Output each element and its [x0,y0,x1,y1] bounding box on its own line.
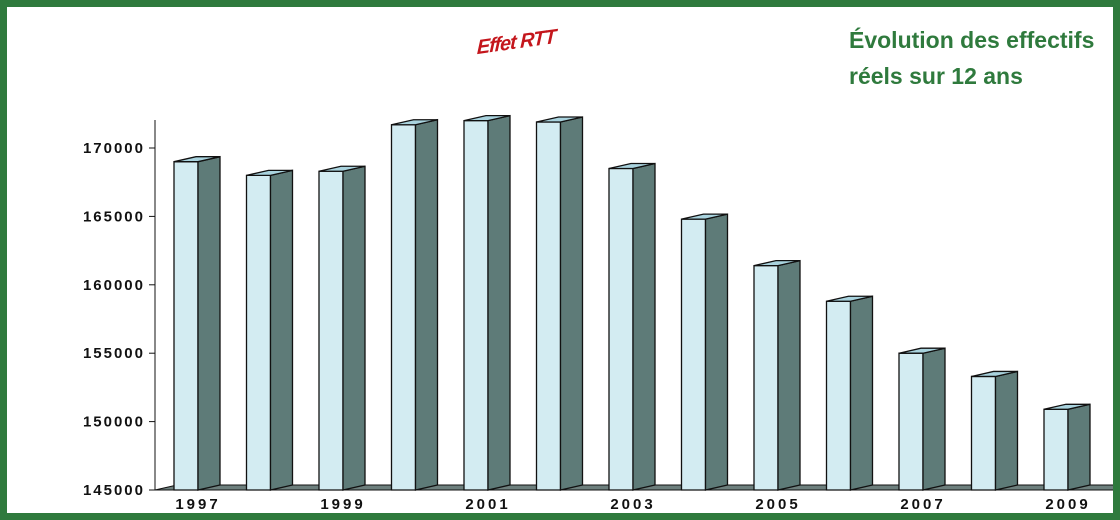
x-tick-label: 1999 [320,496,365,513]
bar-front [173,161,199,491]
bar-front [535,121,562,491]
bar-2005 [753,259,801,491]
x-tick-label: 1997 [175,496,220,513]
chart-title-line-2: réels sur 12 ans [849,63,1023,89]
bar-2009 [1043,403,1091,491]
bar-side [922,347,946,491]
chart-title-line-1: Évolution des effectifs [849,27,1095,53]
bar-top [173,156,221,163]
y-tick-label: 160000 [83,277,145,294]
bar-front [970,375,997,491]
bar-2002 [535,116,584,491]
bar-top [246,169,293,177]
y-tick-label: 150000 [83,414,145,431]
bar-front [680,218,707,491]
bar-side [197,155,221,491]
bar-top [753,259,801,267]
bar-side [994,370,1019,491]
bar-side [849,295,874,491]
bar-top [898,347,946,354]
bar-side [1067,403,1091,491]
y-tick-label: 165000 [83,208,145,225]
y-tick-label: 155000 [83,345,145,362]
bar-front [463,119,489,491]
x-tick-label: 2009 [1045,496,1090,513]
bar-side [342,165,366,491]
bar-top [536,116,583,123]
bar-side [704,213,729,491]
bar-top [1043,403,1091,410]
bar-top [826,295,873,302]
bar-side [777,259,801,491]
bar-2000 [390,118,439,491]
bar-2001 [463,114,511,491]
bar-chart: 145000 150000 155000 160000 165000 170000 199… [83,114,1113,513]
x-tick-label: 2007 [900,496,945,513]
y-tick-label: 145000 [83,482,145,499]
bar-side [414,118,439,491]
bar-front [753,264,779,491]
bar-top [318,165,366,172]
bar-top [681,213,728,220]
bar-1999 [318,165,366,491]
bar-1997 [173,155,221,491]
bar-top [463,114,511,122]
x-tick-label: 2001 [465,496,510,513]
bar-2006 [825,295,874,491]
bar-front [390,124,417,491]
bar-2004 [680,213,729,491]
bar-2007 [898,347,946,491]
bar-top [971,370,1018,378]
bar-front [318,170,344,491]
bar-top [391,119,438,126]
bar-2003 [608,162,656,491]
bar-front [245,174,272,491]
x-tick-label: 2003 [610,496,655,513]
bar-1998 [245,169,294,491]
bar-side [632,162,656,491]
bar-front [898,352,924,491]
bar-front [825,300,852,491]
x-tick-label: 2005 [755,496,800,513]
bar-top [608,162,656,170]
bar-2008 [970,370,1019,491]
bar-side [487,114,511,491]
bar-side [269,169,294,491]
bar-front [1043,408,1069,491]
bar-side [559,116,584,491]
bar-front [608,167,634,491]
y-tick-label: 170000 [83,140,145,157]
